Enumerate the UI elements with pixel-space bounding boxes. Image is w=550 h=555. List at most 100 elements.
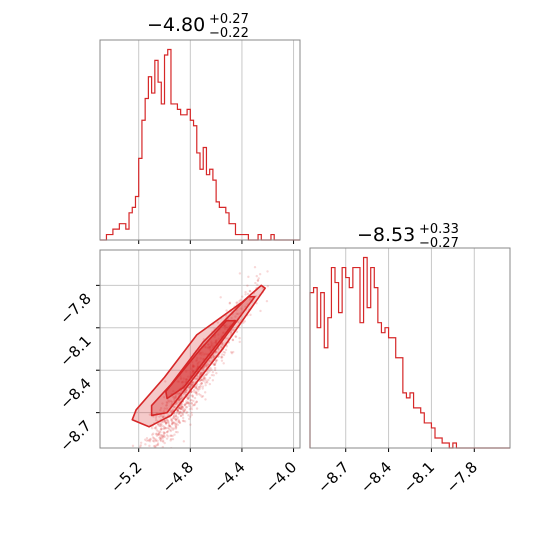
joint-sample-point: [192, 370, 195, 374]
joint-sample-point: [230, 350, 233, 354]
joint-sample-point: [177, 420, 180, 424]
joint-sample-point: [232, 350, 235, 354]
joint-sample-point: [217, 333, 220, 336]
joint-sample-point: [178, 421, 181, 424]
joint-sample-point: [215, 371, 218, 375]
joint-sample-point: [144, 459, 146, 461]
joint-sample-point: [208, 345, 212, 349]
joint-sample-point: [204, 373, 207, 377]
joint-sample-point: [152, 444, 156, 448]
joint-sample-point: [92, 504, 94, 506]
joint-sample-point: [173, 422, 176, 425]
joint-frame: [99, 249, 301, 449]
joint-sample-point: [178, 410, 182, 414]
joint-sample-point: [199, 378, 202, 382]
joint-sample-point: [159, 408, 162, 412]
joint-y-tick-label: −8.1: [56, 332, 94, 370]
joint-sample-point: [143, 486, 145, 488]
joint-sample-point: [174, 425, 178, 428]
joint-sample-point: [199, 383, 202, 386]
joint-sample-point: [211, 379, 215, 382]
joint-sample-point: [166, 426, 169, 430]
joint-sample-point: [259, 309, 262, 313]
joint-sample-point: [169, 437, 173, 441]
joint-sample-point: [137, 455, 139, 457]
joint-sample-point: [181, 380, 184, 384]
joint-sample-point: [254, 281, 257, 285]
joint-sample-point: [174, 397, 177, 400]
joint-sample-point: [167, 427, 171, 430]
joint-sample-point: [214, 351, 217, 354]
joint-sample-point: [157, 433, 160, 436]
joint-sample-point: [159, 454, 161, 456]
joint-sample-point: [126, 491, 128, 493]
joint-sample-point: [127, 496, 129, 498]
joint-sample-point: [229, 331, 233, 334]
joint-sample-point: [112, 492, 114, 494]
joint-sample-point: [214, 359, 218, 363]
joint-sample-point: [169, 428, 172, 432]
joint-sample-point: [176, 410, 179, 413]
joint-sample-point: [187, 401, 190, 404]
marginal-x-title-plus: +0.27: [209, 12, 249, 27]
joint-sample-point: [203, 391, 207, 394]
joint-sample-point: [102, 538, 104, 540]
joint-sample-point: [155, 434, 159, 437]
joint-sample-point: [197, 389, 200, 392]
joint-sample-point: [219, 296, 222, 299]
joint-sample-point: [187, 401, 191, 405]
joint-sample-point: [159, 428, 163, 431]
joint-sample-point: [180, 412, 184, 415]
joint-sample-point: [180, 405, 183, 408]
joint-sample-point: [165, 407, 169, 410]
joint-sample-point: [214, 341, 218, 344]
joint-sample-point: [243, 320, 247, 323]
joint-sample-point: [149, 465, 151, 467]
joint-sample-point: [120, 516, 122, 518]
joint-sample-point: [179, 407, 183, 411]
joint-sample-point: [209, 366, 212, 370]
joint-sample-point: [176, 416, 180, 419]
joint-sample-point: [185, 378, 188, 381]
joint-sample-point: [162, 410, 166, 413]
joint-sample-point: [156, 442, 160, 445]
joint-sample-point: [167, 400, 171, 403]
joint-sample-point: [212, 356, 215, 359]
joint-sample-points: [92, 265, 269, 540]
joint-sample-point: [191, 394, 194, 398]
joint-sample-point: [169, 410, 173, 413]
joint-sample-point: [171, 417, 175, 420]
joint-sample-point: [190, 411, 193, 414]
joint-sample-point: [231, 338, 235, 341]
joint-sample-point: [171, 395, 175, 399]
joint-sample-point: [148, 413, 152, 416]
joint-sample-point: [178, 410, 181, 414]
joint-sample-point: [153, 449, 155, 451]
joint-sample-point: [222, 331, 225, 334]
joint-sample-point: [196, 364, 199, 368]
joint-sample-point: [199, 371, 203, 375]
joint-sample-point: [163, 427, 166, 430]
joint-sample-point: [248, 289, 252, 293]
joint-sample-point: [169, 410, 172, 413]
joint-sample-point: [187, 402, 191, 406]
joint-sample-point: [194, 402, 197, 405]
joint-sample-point: [179, 414, 183, 418]
joint-sample-point: [199, 357, 202, 360]
joint-sample-point: [163, 441, 166, 445]
joint-sample-point: [191, 394, 194, 397]
joint-sample-point: [187, 417, 191, 421]
joint-sample-point: [178, 406, 181, 410]
joint-sample-point: [198, 385, 201, 389]
joint-sample-point: [156, 439, 159, 443]
joint-sample-point: [153, 452, 155, 454]
joint-sample-point: [223, 351, 227, 354]
joint-sample-point: [163, 407, 166, 410]
joint-sample-point: [160, 423, 163, 426]
joint-sample-point: [173, 405, 176, 409]
joint-sample-point: [207, 346, 210, 349]
joint-sample-point: [148, 444, 151, 448]
joint-sample-point: [162, 435, 165, 439]
joint-sample-point: [220, 355, 223, 358]
joint-sample-point: [140, 453, 142, 455]
